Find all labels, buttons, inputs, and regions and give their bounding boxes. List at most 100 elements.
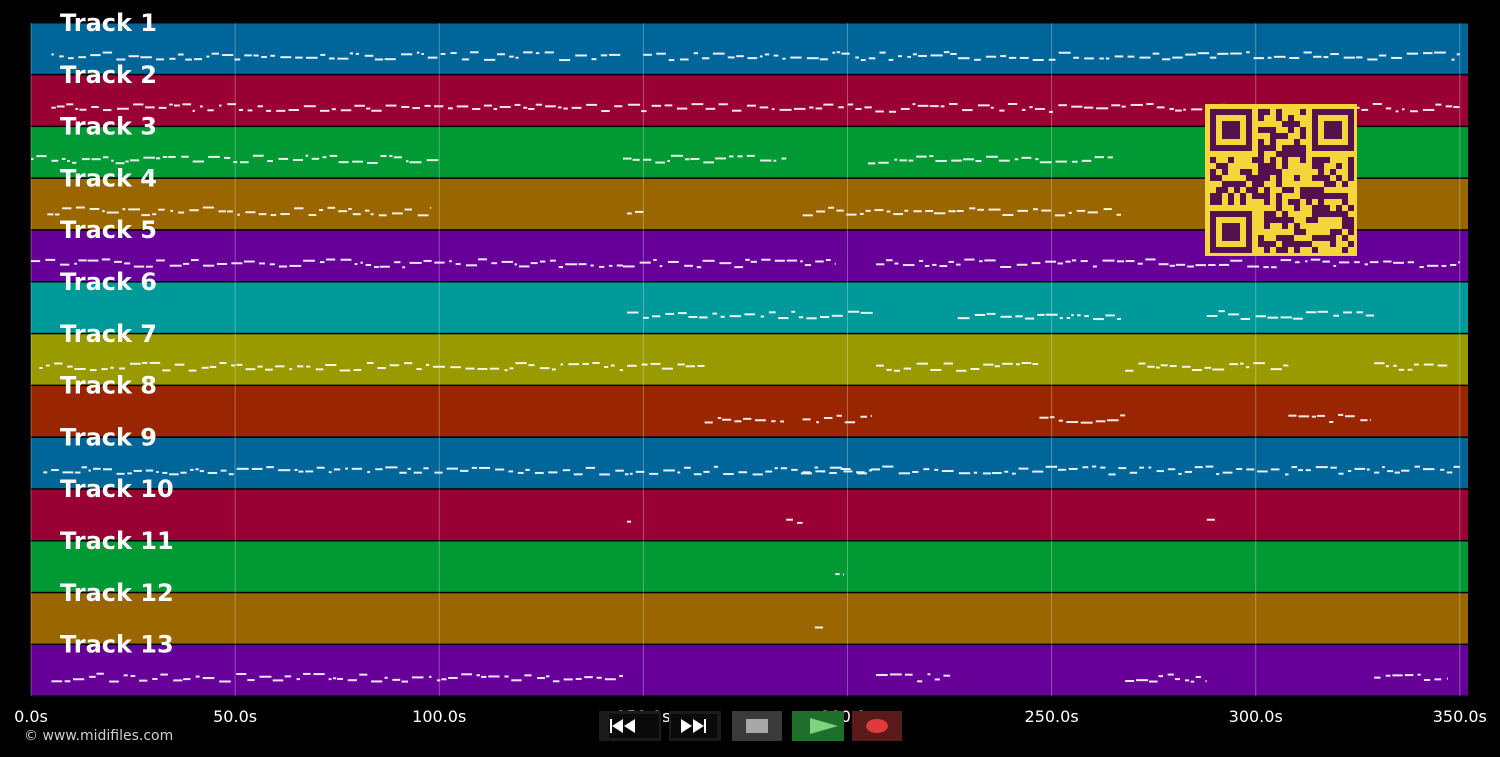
note <box>275 365 285 368</box>
note <box>836 209 844 212</box>
note <box>353 369 362 372</box>
note <box>54 213 60 216</box>
note <box>1031 262 1041 265</box>
note <box>145 265 153 268</box>
note <box>515 362 527 365</box>
note <box>1184 470 1193 473</box>
note <box>359 673 368 676</box>
note <box>1146 103 1154 106</box>
note <box>622 265 635 268</box>
note <box>894 158 898 161</box>
track-lane[interactable] <box>31 23 1468 74</box>
note <box>61 157 66 160</box>
note <box>1437 364 1448 367</box>
note <box>985 55 997 58</box>
note <box>231 262 243 265</box>
note <box>780 420 784 423</box>
note <box>221 54 234 57</box>
note <box>124 262 131 265</box>
note <box>1045 465 1058 468</box>
note <box>51 159 59 162</box>
track-lane[interactable] <box>31 282 1468 333</box>
fast-forward-button[interactable] <box>669 711 721 741</box>
note <box>1317 414 1326 417</box>
note <box>389 364 400 367</box>
track-lane[interactable] <box>31 593 1468 644</box>
note <box>986 312 996 315</box>
stop-button[interactable] <box>732 711 782 741</box>
note <box>627 520 632 523</box>
track-notes <box>51 51 1460 62</box>
note <box>1108 473 1116 476</box>
note <box>649 472 659 475</box>
note <box>305 154 309 157</box>
note <box>253 54 259 57</box>
note <box>1071 160 1078 163</box>
note <box>325 364 337 367</box>
note <box>51 106 56 109</box>
note <box>298 470 304 473</box>
note <box>348 207 352 210</box>
note <box>1094 156 1104 159</box>
note <box>975 160 982 163</box>
note <box>1071 314 1074 317</box>
note <box>1393 261 1404 264</box>
note <box>1423 678 1431 681</box>
track-lane[interactable] <box>31 437 1468 489</box>
note <box>1118 467 1127 470</box>
note <box>615 469 624 472</box>
track-lane[interactable] <box>31 386 1468 437</box>
note <box>123 674 128 677</box>
rewind-icon <box>609 714 659 738</box>
note <box>409 161 422 164</box>
track-lane[interactable] <box>31 541 1468 592</box>
note <box>974 58 981 61</box>
rewind-button[interactable] <box>599 711 661 741</box>
note <box>619 369 623 372</box>
note <box>319 209 324 212</box>
track-label: Track 5 <box>60 216 157 244</box>
record-button[interactable] <box>852 711 902 741</box>
track-lane[interactable] <box>31 489 1468 540</box>
note <box>329 154 338 157</box>
note <box>234 58 241 61</box>
track-lane[interactable] <box>31 334 1468 385</box>
note <box>565 263 578 266</box>
note <box>469 51 479 54</box>
note <box>1270 368 1282 371</box>
note <box>1305 469 1311 472</box>
note <box>401 680 409 683</box>
note <box>1330 466 1337 469</box>
note <box>93 467 101 470</box>
note <box>259 262 265 265</box>
note <box>918 259 924 262</box>
note <box>266 466 274 469</box>
note <box>450 52 457 55</box>
note <box>609 53 621 56</box>
note <box>337 677 344 680</box>
note <box>236 673 247 676</box>
note <box>585 466 596 469</box>
note <box>1077 314 1081 317</box>
note <box>925 209 934 212</box>
note <box>1205 680 1207 683</box>
note <box>1057 262 1063 265</box>
note <box>759 55 763 58</box>
note <box>1194 466 1203 469</box>
note <box>641 363 648 366</box>
track-lane[interactable] <box>31 645 1468 696</box>
note <box>129 362 141 365</box>
note <box>389 154 393 157</box>
note <box>991 472 1002 475</box>
note <box>1152 52 1160 55</box>
note <box>559 59 571 62</box>
note <box>1068 211 1072 214</box>
note <box>779 108 792 111</box>
note <box>548 471 558 474</box>
note <box>1361 108 1369 111</box>
play-button[interactable] <box>792 711 844 741</box>
note <box>1382 466 1385 469</box>
time-tick-label: 50.0s <box>213 707 257 726</box>
note <box>1456 53 1460 56</box>
note <box>308 214 317 217</box>
